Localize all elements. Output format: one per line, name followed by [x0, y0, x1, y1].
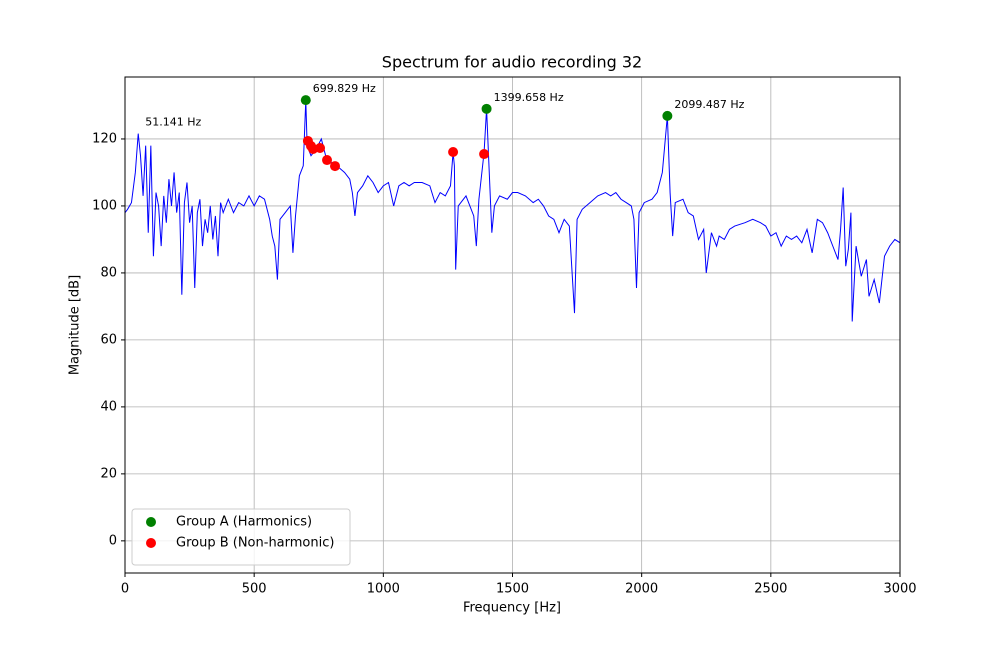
legend-box: [131, 508, 351, 566]
x-axis-label: Frequency [Hz]: [463, 601, 561, 616]
point: [300, 95, 311, 106]
x-tick-label: 1500: [496, 582, 529, 597]
spectrum-line: [125, 100, 900, 322]
y-tick-label: 120: [92, 131, 117, 146]
annotation: 699.829 Hz: [313, 82, 376, 95]
legend-marker: [146, 538, 156, 548]
x-tick-label: 2000: [625, 582, 658, 597]
point: [330, 161, 341, 172]
y-axis-label: Magnitude [dB]: [68, 275, 83, 375]
chart-title: Spectrum for audio recording 32: [382, 53, 642, 72]
legend: Group A (Harmonics) Group B (Non-harmonic…: [131, 508, 351, 566]
annotation: 1399.658 Hz: [494, 91, 564, 104]
ticks: 0 500 1000 1500 2000 2500 3000 0 20 40 60 80 100 120: [92, 131, 916, 596]
y-tick-label: 40: [100, 399, 117, 414]
x-tick-label: 2500: [754, 582, 787, 597]
annotation: 2099.487 Hz: [674, 98, 744, 111]
x-tick-label: 500: [242, 582, 267, 597]
point: [662, 110, 673, 121]
x-tick-label: 1000: [367, 582, 400, 597]
legend-label: Group A (Harmonics): [176, 515, 312, 530]
y-tick-label: 20: [100, 466, 117, 481]
y-tick-label: 0: [109, 533, 117, 548]
point: [322, 155, 333, 166]
point: [481, 103, 492, 114]
legend-marker: [146, 517, 156, 527]
x-tick-label: 0: [121, 582, 129, 597]
plot-area: [125, 95, 900, 322]
y-tick-label: 80: [100, 265, 117, 280]
point: [315, 143, 326, 154]
y-tick-label: 100: [92, 198, 117, 213]
point: [448, 147, 459, 158]
x-tick-label: 3000: [883, 582, 916, 597]
legend-label: Group B (Non-harmonic): [176, 536, 334, 551]
y-tick-label: 60: [100, 332, 117, 347]
annotation: 51.141 Hz: [145, 116, 201, 129]
point: [479, 149, 490, 160]
